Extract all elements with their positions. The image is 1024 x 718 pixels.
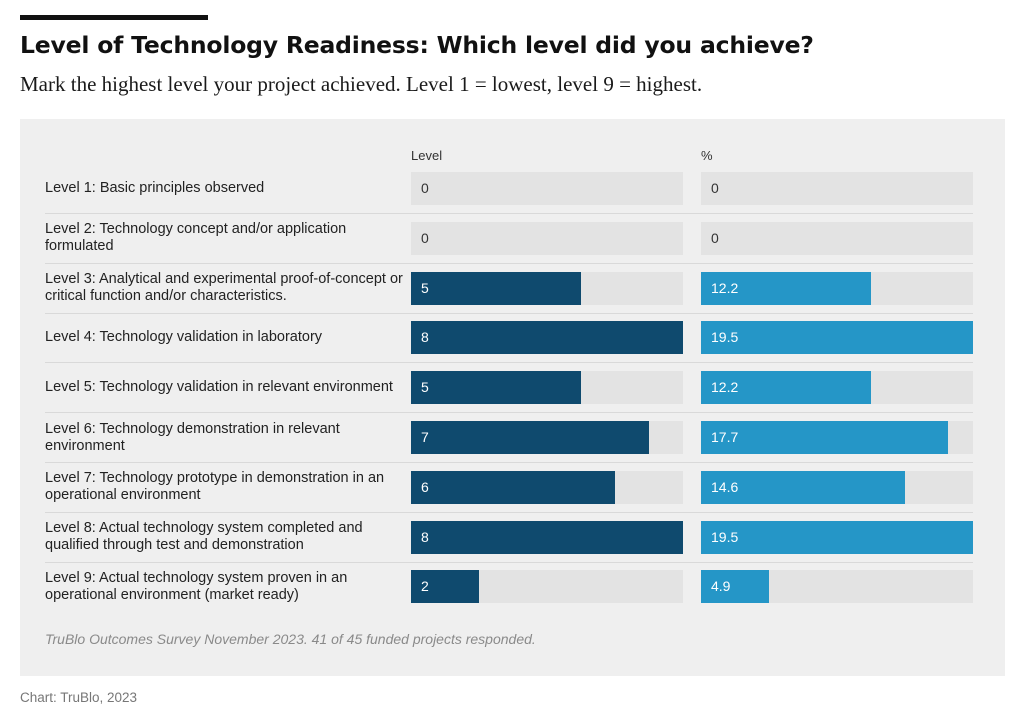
- pct-bar: [701, 371, 872, 405]
- level-bar-track: 7: [411, 421, 683, 454]
- level-bar: [411, 520, 683, 554]
- chart-subtitle: Mark the highest level your project achi…: [20, 72, 703, 96]
- pct-bar: [701, 421, 948, 454]
- row-divider: [45, 213, 973, 214]
- category-label: Level 5: Technology validation in releva…: [45, 379, 393, 396]
- percent-column-header: %: [701, 148, 713, 163]
- category-label: Level 6: Technology demonstration in rel…: [45, 420, 340, 454]
- row-divider: [45, 412, 973, 414]
- pct-bar-track: 0: [701, 221, 973, 255]
- pct-value-label: 12.2: [711, 379, 739, 396]
- top-rule: [20, 15, 208, 20]
- pct-bar-track: 17.7: [701, 421, 973, 454]
- row-divider: [45, 511, 973, 513]
- pct-value-label: 19.5: [711, 528, 739, 545]
- level-value-label: 5: [421, 379, 429, 396]
- level-bar: [411, 271, 581, 305]
- pct-bar-track: 4.9: [701, 570, 973, 604]
- pct-bar-track: 12.2: [701, 371, 973, 405]
- pct-value-label: 0: [711, 229, 719, 246]
- level-bar: [411, 321, 683, 355]
- pct-value-label: 12.2: [711, 279, 739, 296]
- pct-bar: [701, 570, 770, 604]
- level-bar-track: 8: [411, 520, 683, 554]
- category-label: Level 7: Technology prototype in demonst…: [45, 470, 385, 504]
- row-divider: [45, 362, 973, 364]
- level-value-label: 6: [421, 478, 429, 495]
- level-value-label: 7: [421, 429, 429, 445]
- row-divider: [45, 262, 973, 264]
- category-label: Level 2: Technology concept and/or appli…: [45, 221, 347, 255]
- pct-bar-track: 12.2: [701, 271, 973, 305]
- chart-footnote: TruBlo Outcomes Survey November 2023. 41…: [45, 631, 536, 647]
- row-divider: [45, 312, 973, 314]
- category-label: Level 4: Technology validation in labora…: [45, 329, 323, 346]
- pct-bar: [701, 271, 872, 305]
- chart-source: Chart: TruBlo, 2023: [20, 690, 138, 705]
- pct-bar-track: 0: [701, 172, 973, 205]
- category-label: Level 3: Analytical and experimental pro…: [45, 271, 403, 305]
- pct-bar: [701, 470, 905, 504]
- row-divider: [45, 561, 973, 563]
- level-value-label: 0: [421, 229, 429, 246]
- level-bar-track: 5: [411, 371, 683, 405]
- pct-value-label: 0: [711, 180, 719, 196]
- level-bar: [411, 421, 649, 454]
- pct-value-label: 19.5: [711, 329, 739, 346]
- row-divider: [45, 462, 973, 463]
- chart-title: Level of Technology Readiness: Which lev…: [20, 31, 814, 59]
- level-bar-track: 0: [411, 172, 683, 205]
- pct-bar-track: 19.5: [701, 520, 973, 554]
- pct-bar: [701, 321, 973, 355]
- category-label: Level 1: Basic principles observed: [45, 180, 265, 196]
- level-value-label: 8: [421, 528, 429, 545]
- pct-value-label: 4.9: [711, 578, 731, 595]
- pct-value-label: 14.6: [711, 478, 739, 495]
- level-bar: [411, 570, 479, 604]
- level-bar-track: 0: [411, 221, 683, 255]
- level-bar-track: 5: [411, 271, 683, 305]
- pct-bar-track: 19.5: [701, 321, 973, 355]
- level-column-header: Level: [411, 148, 443, 163]
- pct-bar: [701, 520, 973, 554]
- category-label: Level 9: Actual technology system proven…: [45, 569, 348, 603]
- level-bar: [411, 371, 581, 405]
- level-value-label: 5: [421, 279, 429, 296]
- level-bar-track: 8: [411, 321, 683, 355]
- category-label: Level 8: Actual technology system comple…: [45, 520, 363, 554]
- level-value-label: 8: [421, 329, 429, 346]
- level-value-label: 2: [421, 578, 429, 595]
- pct-value-label: 17.7: [711, 429, 739, 445]
- level-value-label: 0: [421, 180, 429, 196]
- level-bar-track: 2: [411, 570, 683, 604]
- level-bar: [411, 470, 615, 504]
- pct-bar-track: 14.6: [701, 470, 973, 504]
- level-bar-track: 6: [411, 470, 683, 504]
